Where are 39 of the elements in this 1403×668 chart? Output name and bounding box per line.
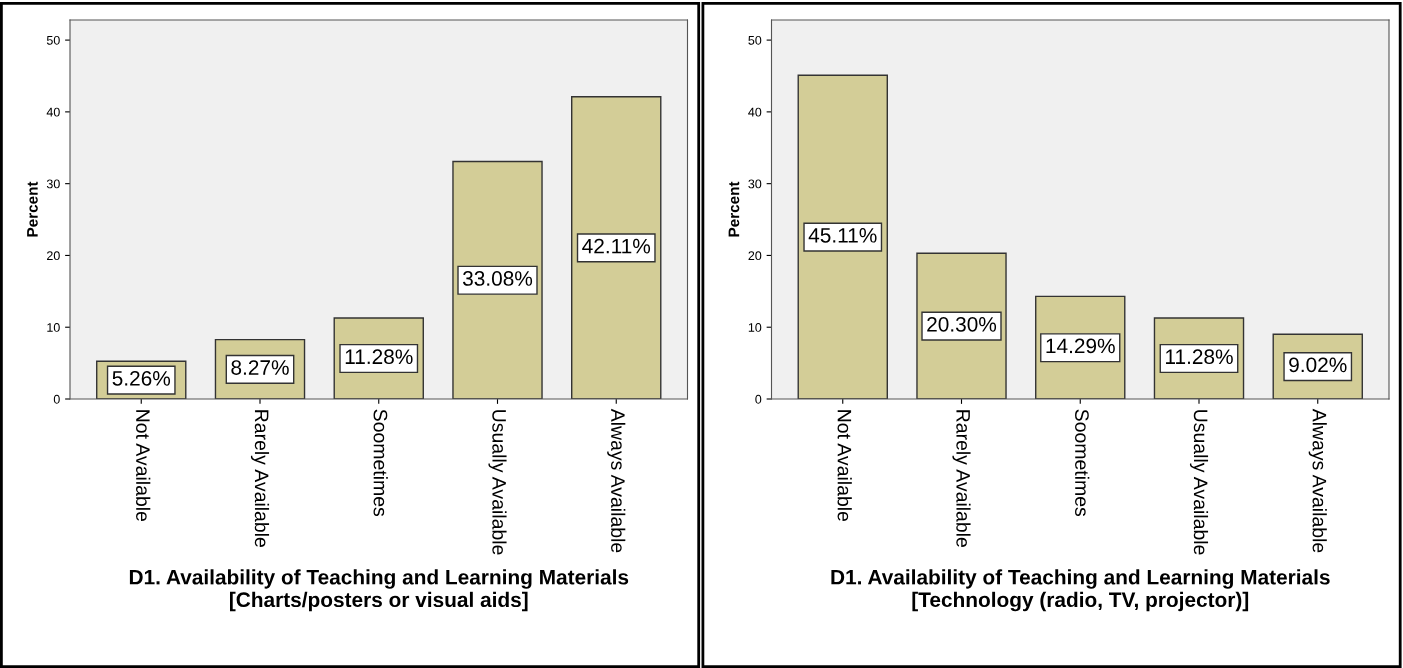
y-axis-title: Percent [27,181,38,237]
data-label: 9.02% [1289,357,1347,373]
y-tick-label: 0 [53,394,60,404]
y-tick-label: 10 [47,323,60,332]
x-tick-label: Usually Available [1189,410,1209,555]
bar [797,74,888,399]
x-tick-label: Not Available [136,410,151,522]
y-tick-label: 40 [748,107,762,117]
data-label: 14.29% [1046,338,1115,354]
y-tick-label: 10 [748,323,762,332]
x-axis-title: D1. Availability of Teaching and Learning Materials [Charts/posters or visual aids] [129,569,629,612]
x-tick-label: Soometimes [1075,409,1090,517]
data-label: 20.30% [927,316,997,332]
data-label: 11.28% [1166,349,1233,365]
y-tick-label: 50 [748,35,762,45]
y-axis-title: Percent [728,181,740,237]
x-tick-label: Rarely Available [250,410,270,547]
y-tick-label: 20 [748,251,762,261]
y-tick-label: 0 [755,394,762,404]
y-tick-label: 40 [46,107,60,117]
y-tick-label: 20 [47,251,60,261]
x-tick-label: Soometimes [373,409,388,517]
y-tick-label: 30 [748,179,762,189]
data-label: 42.11% [582,238,651,254]
x-axis-title: D1. Availability of Teaching and Learning Materials [Technology (radio, TV, projector)] [831,569,1330,612]
x-tick-label: Always Available [1308,408,1327,553]
x-tick-label: Not Available [837,410,852,522]
y-tick-label: 30 [46,179,60,189]
x-tick-label: Usually Available [488,410,507,555]
data-label: 33.08% [462,271,533,286]
data-label: 45.11% [808,228,877,243]
bar [571,96,662,399]
x-tick-label: Rarely Available [952,410,971,547]
y-tick-label: 50 [46,35,60,45]
data-label: 5.26% [112,370,171,386]
data-label: 8.27% [231,360,289,375]
bar [452,160,543,399]
data-label: 11.28% [345,349,413,365]
x-tick-label: Always Available [607,408,626,553]
